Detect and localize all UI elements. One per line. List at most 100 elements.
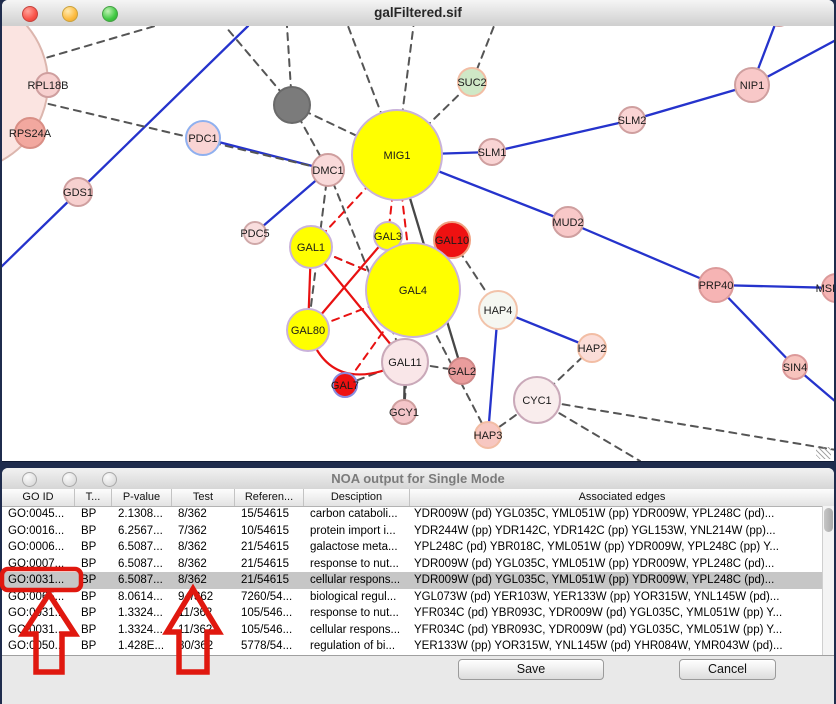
cell-description: galactose meta... <box>310 541 398 554</box>
minimize-icon[interactable] <box>62 472 77 487</box>
node-GAL10[interactable] <box>433 221 471 259</box>
window-noa-output: NOA output for Single Mode GO ID T... P-va… <box>2 468 834 704</box>
table-row-1[interactable]: GO:0016... BP 6.2567... 7/362 10/54615 protei… <box>2 523 822 540</box>
scrollbar-thumb[interactable] <box>824 508 833 532</box>
cell-p_value: 6.5087... <box>118 541 163 554</box>
node-GAL7[interactable] <box>332 372 358 398</box>
node-GAL2[interactable] <box>448 357 476 385</box>
node-SLM1[interactable] <box>478 138 506 166</box>
column-header-reference[interactable]: Referen... <box>235 489 304 506</box>
window-network: galFiltered.sif RPL18B RPS24A GDS1 PDC1 DMC1… <box>2 0 834 462</box>
minimize-icon[interactable] <box>62 6 78 22</box>
edge-blue <box>490 118 634 154</box>
close-icon[interactable] <box>22 6 38 22</box>
cell-associated_edges: YDR009W (pd) YGL035C, YML051W (pp) YDR00… <box>414 508 775 520</box>
node-big-node[interactable] <box>2 4 49 171</box>
table-row-6[interactable]: GO:0031... BP 1.3324... 11/362 105/546... res… <box>2 605 822 622</box>
cell-description: response to nut... <box>310 607 399 620</box>
column-header-p_value[interactable]: P-value <box>112 489 172 506</box>
noa-titlebar[interactable]: NOA output for Single Mode <box>2 468 834 490</box>
cell-type: BP <box>81 640 97 653</box>
node-GAL11[interactable] <box>381 338 429 386</box>
cell-type: BP <box>81 524 97 537</box>
column-header-test[interactable]: Test <box>172 489 235 506</box>
node-label-HAP2: HAP2 <box>578 343 607 355</box>
node-label-SUC2: SUC2 <box>457 77 486 89</box>
column-header-description[interactable]: Desciption <box>304 489 410 506</box>
save-button[interactable]: Save <box>458 659 604 680</box>
node-RPL18B[interactable] <box>35 72 61 98</box>
cell-test: 7/362 <box>178 524 207 537</box>
network-canvas[interactable]: RPL18B RPS24A GDS1 PDC1 DMC1 MIG1 SUC2 SLM1 SLM2… <box>2 1 834 461</box>
table-row-7[interactable]: GO:0031... BP 1.3324... 11/362 105/546... cel… <box>2 622 822 639</box>
cell-reference: 7260/54... <box>241 590 293 603</box>
table-row-5[interactable]: GO:0065... BP 8.0614... 94/362 7260/54... bio… <box>2 589 822 606</box>
node-GAL80[interactable] <box>286 308 330 352</box>
edge-blue <box>486 308 500 437</box>
cell-type: BP <box>81 574 97 587</box>
column-header-type[interactable]: T... <box>75 489 112 506</box>
zoom-icon[interactable] <box>102 6 118 22</box>
cell-go_id: GO:0045... <box>8 508 65 520</box>
node-MIG1[interactable] <box>351 109 443 201</box>
edge-dashed <box>536 399 834 451</box>
cell-description: cellular respons... <box>310 574 401 587</box>
node-label-GAL2: GAL2 <box>448 366 476 378</box>
column-header-associated_edges[interactable]: Associated edges <box>578 491 666 503</box>
node-gray-node[interactable] <box>273 86 311 124</box>
column-header-go_id[interactable]: GO ID <box>2 489 75 506</box>
node-SIN4[interactable] <box>782 354 808 380</box>
cell-associated_edges: YGL073W (pd) YER103W, YER133W (pp) YOR31… <box>414 590 780 603</box>
node-label-GAL7: GAL7 <box>331 380 359 392</box>
node-MUD2[interactable] <box>552 206 584 238</box>
node-PRP40[interactable] <box>698 267 734 303</box>
node-PDC1[interactable] <box>185 120 221 156</box>
table-row-8[interactable]: GO:0050... BP 1.428E... 80/362 5778/54... reg… <box>2 638 822 655</box>
resize-grip-icon[interactable] <box>816 447 831 459</box>
node-label-GDS1: GDS1 <box>63 187 93 199</box>
cell-associated_edges: YDR009W (pd) YGL035C, YML051W (pp) YDR00… <box>414 574 775 587</box>
table-row-3[interactable]: GO:0007... BP 6.5087... 8/362 21/54615 respon… <box>2 556 822 573</box>
cell-test: 8/362 <box>178 557 207 570</box>
node-SUC2[interactable] <box>457 67 487 97</box>
cancel-button[interactable]: Cancel <box>679 659 776 680</box>
node-label-MSL1: MSL1 <box>816 283 834 295</box>
cell-reference: 10/54615 <box>241 524 289 537</box>
node-MSL1[interactable] <box>821 273 834 303</box>
edge-red <box>309 245 407 364</box>
table-row-4[interactable]: GO:0031... BP 6.5087... 8/362 21/54615 cellul… <box>2 572 822 589</box>
node-label-HAP3: HAP3 <box>474 430 503 442</box>
node-GCY1[interactable] <box>391 399 417 425</box>
cell-reference: 21/54615 <box>241 541 289 554</box>
edge-blue <box>714 283 797 369</box>
node-GAL4[interactable] <box>365 242 461 338</box>
edge-dashed <box>2 91 329 171</box>
node-CYC1[interactable] <box>513 376 561 424</box>
edge-blue <box>2 190 80 268</box>
node-GDS1[interactable] <box>63 177 93 207</box>
edge-dashed <box>396 13 416 156</box>
node-label-PDC5: PDC5 <box>240 228 269 240</box>
edge-dashed <box>2 25 156 72</box>
node-GAL1[interactable] <box>289 225 333 269</box>
zoom-icon[interactable] <box>102 472 117 487</box>
cell-p_value: 6.5087... <box>118 574 163 587</box>
table-row-0[interactable]: GO:0045... BP 2.1308... 8/362 15/54615 carbon… <box>2 506 822 523</box>
node-NIP1[interactable] <box>734 67 770 103</box>
node-HAP4[interactable] <box>478 290 518 330</box>
node-label-GAL3: GAL3 <box>374 231 402 243</box>
node-SLM2[interactable] <box>618 106 646 134</box>
node-label-GCY1: GCY1 <box>389 407 419 419</box>
node-PDC5[interactable] <box>243 221 267 245</box>
node-HAP3[interactable] <box>474 421 502 449</box>
table-row-2[interactable]: GO:0006... BP 6.5087... 8/362 21/54615 galact… <box>2 539 822 556</box>
node-label-DMC1: DMC1 <box>312 165 343 177</box>
cell-p_value: 2.1308... <box>118 508 163 520</box>
node-DMC1[interactable] <box>311 153 345 187</box>
vertical-scrollbar[interactable] <box>822 506 834 655</box>
node-HAP2[interactable] <box>577 333 607 363</box>
edge-dashed <box>347 25 398 156</box>
node-RPS24A[interactable] <box>14 117 46 149</box>
close-icon[interactable] <box>22 472 37 487</box>
network-titlebar[interactable]: galFiltered.sif <box>2 0 834 27</box>
